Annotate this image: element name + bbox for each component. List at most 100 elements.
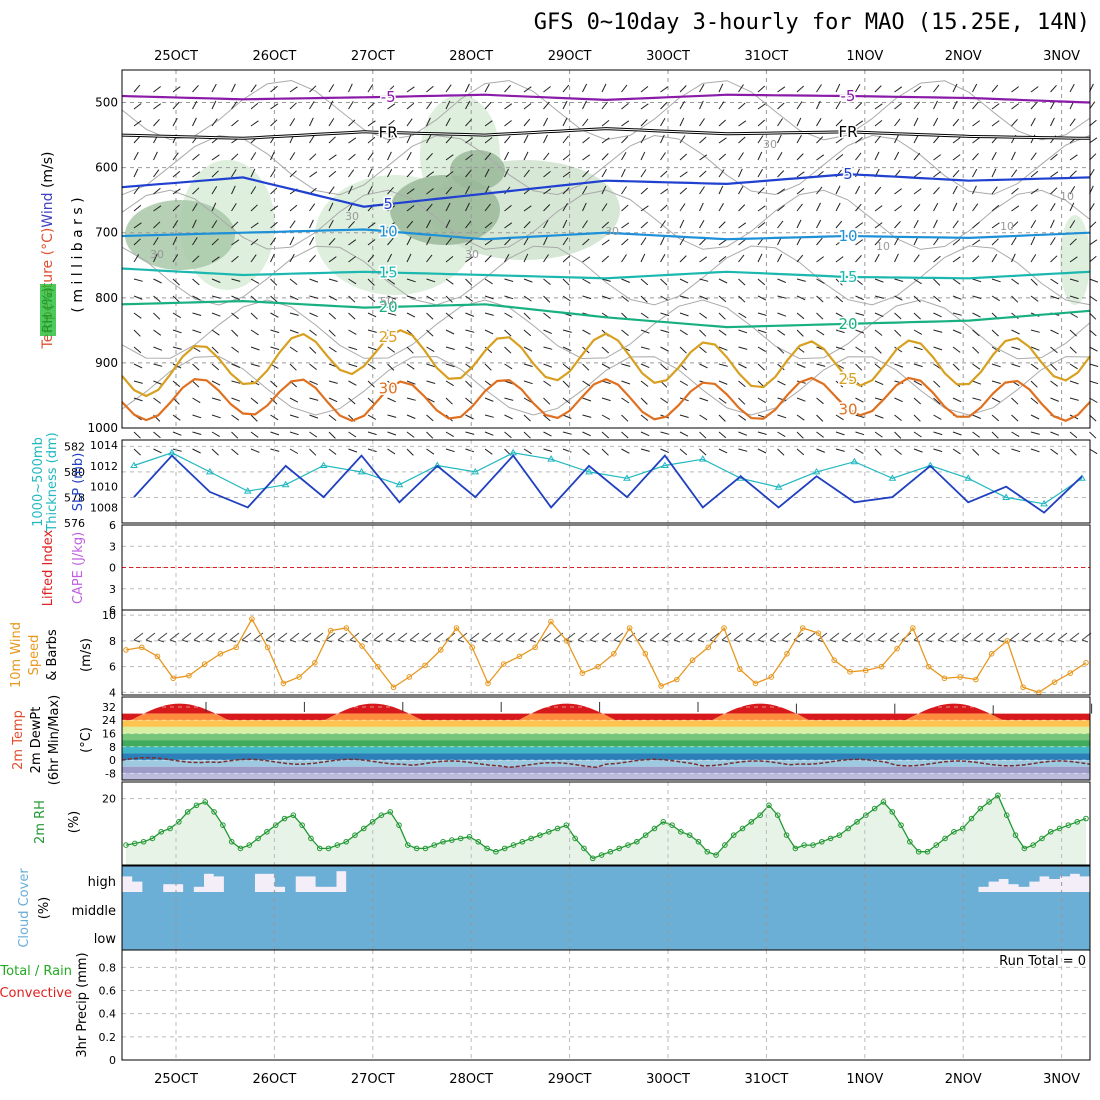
- wind-barb: [153, 363, 163, 367]
- wind-barb: [660, 86, 669, 93]
- cloud-high-bar: [611, 866, 622, 892]
- wind-barb: [679, 448, 688, 456]
- wind-barb: [589, 639, 597, 643]
- rh-marker: [228, 838, 235, 845]
- wind-barb: [523, 205, 532, 212]
- wind-barb: [445, 312, 454, 320]
- wind-barb: [660, 448, 669, 454]
- wind-barb: [153, 86, 162, 93]
- thick-marker: [357, 467, 366, 475]
- rh-marker: [730, 832, 737, 838]
- wind-barb: [582, 118, 589, 127]
- contour-label: -5: [381, 88, 396, 106]
- wind-barb: [913, 152, 921, 161]
- wind-barb: [937, 639, 945, 643]
- cloud-high-bar: [896, 866, 908, 892]
- page-title: GFS 0~10day 3-hourly for MAO (15.25E, 14…: [533, 10, 1090, 35]
- cloud-high-bar: [580, 866, 592, 892]
- wind-barb: [913, 219, 919, 229]
- wind-barb: [192, 380, 200, 388]
- wind-barb: [192, 171, 201, 178]
- wind-barb: [640, 414, 649, 421]
- cloud-high-bar: [335, 866, 347, 872]
- wind-barb: [757, 253, 763, 263]
- cloud-high-bar: [468, 866, 480, 892]
- wind-barb: [972, 295, 982, 299]
- wind-barb: [465, 185, 471, 195]
- wind-barb: [409, 632, 420, 641]
- thick-marker: [850, 457, 859, 465]
- wind-barb: [133, 295, 143, 300]
- wind-barb: [738, 185, 744, 195]
- wind-barb: [1011, 431, 1020, 438]
- wind-barb: [211, 118, 218, 127]
- wind-barb: [601, 397, 611, 402]
- wind-barb: [409, 639, 417, 643]
- wind-marker: [815, 630, 822, 636]
- rh-marker: [132, 840, 138, 847]
- wind-marker: [485, 680, 491, 687]
- temp-contour: [121, 299, 1091, 329]
- wind-barb: [270, 221, 278, 229]
- wind-barb: [504, 346, 512, 354]
- wind-barb: [699, 186, 705, 195]
- contour-label: FR: [379, 123, 398, 141]
- wind-barb: [796, 254, 804, 263]
- wind-barb: [153, 380, 162, 385]
- wind-barb: [933, 117, 939, 127]
- wind-marker: [831, 657, 837, 664]
- wind-barb: [211, 83, 217, 93]
- wind-barb: [562, 219, 568, 229]
- cloud-high-bar: [295, 866, 306, 877]
- cloud-high-bar: [356, 866, 368, 892]
- wind-barb: [972, 152, 979, 161]
- wind-barb: [1011, 151, 1016, 161]
- wind-barb: [913, 363, 923, 368]
- wind-barb: [972, 431, 981, 438]
- slp-tick: 1010: [90, 481, 118, 494]
- rh-ylabel: 2m RH: [33, 800, 48, 844]
- series-line: [133, 452, 1083, 505]
- cloud-high-bar: [529, 866, 541, 892]
- wind-barb: [562, 171, 571, 178]
- wind-barb: [133, 103, 142, 110]
- rh-contour: [121, 299, 1091, 360]
- wind-barb: [1089, 431, 1097, 439]
- wind-barb: [231, 185, 236, 195]
- wind-barb: [841, 632, 852, 641]
- wind-barb: [153, 448, 162, 454]
- wind-barb: [865, 632, 876, 641]
- wind-barb: [337, 632, 348, 641]
- temp-band: [122, 766, 1090, 774]
- wind-barb: [309, 254, 316, 263]
- wind-barb: [133, 632, 144, 641]
- wind-barb: [504, 363, 513, 370]
- wind-marker: [469, 644, 476, 651]
- wind-barb: [445, 329, 455, 335]
- cloud-high-bar: [947, 866, 959, 892]
- wind-barb: [835, 295, 844, 303]
- wind-barb: [777, 134, 782, 144]
- wind-barb: [738, 84, 744, 93]
- wind-barb: [1033, 639, 1041, 643]
- cloud-high-bar: [234, 866, 245, 892]
- series-line: [133, 454, 1083, 514]
- wind-barb: [465, 83, 470, 93]
- wind-barb: [894, 236, 900, 246]
- wind-marker: [154, 653, 161, 660]
- date-tick-bottom: 25OCT: [154, 1072, 198, 1087]
- wind-barb: [172, 117, 178, 127]
- wind-barb: [328, 329, 336, 337]
- wind-barb: [1030, 295, 1039, 302]
- wind-ylabel: (m/s): [79, 638, 94, 672]
- rh-marker: [1065, 822, 1072, 828]
- wind-barb: [855, 152, 862, 161]
- li-tick: 0: [109, 562, 116, 575]
- wind-barb: [153, 312, 161, 320]
- rh-contour-label: 50: [380, 295, 394, 308]
- cloud-high-bar: [305, 866, 317, 877]
- wind-barb: [348, 397, 356, 405]
- wind-barb: [469, 639, 477, 643]
- wind-barb: [991, 431, 999, 439]
- thick-tick: 580: [64, 466, 85, 479]
